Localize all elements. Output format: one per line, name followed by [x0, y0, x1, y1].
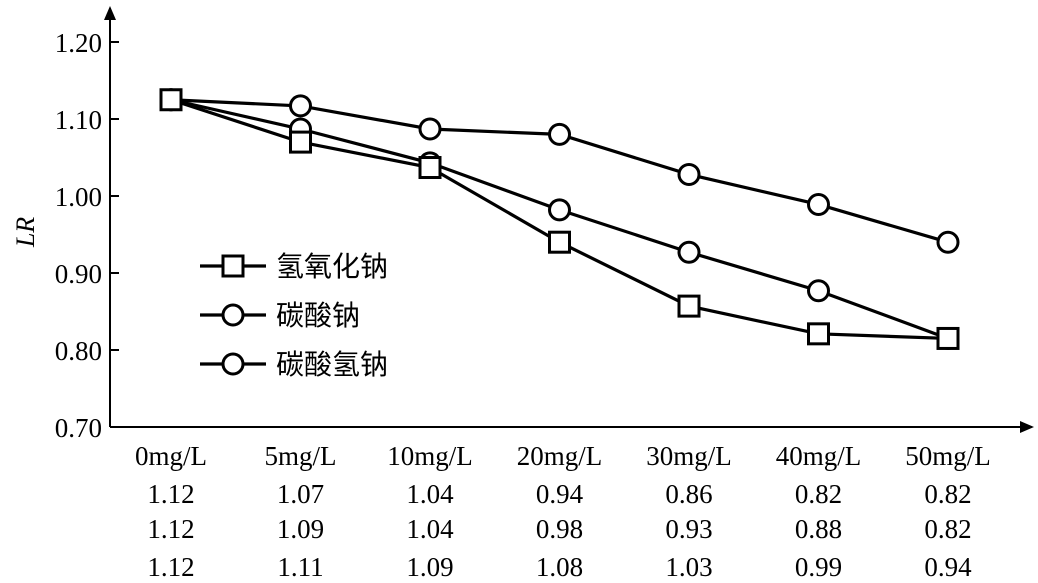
table-cell: 1.07 — [277, 479, 324, 509]
square-marker — [289, 130, 312, 154]
circle-marker — [548, 198, 571, 222]
table-row: 1.12 1.09 1.04 0.98 0.93 0.88 0.82 — [147, 514, 971, 544]
legend-item: 碳酸钠 — [200, 299, 360, 332]
series-3 — [159, 88, 960, 254]
table-cell: 0.99 — [795, 552, 842, 582]
legend-circle-marker — [221, 303, 245, 327]
x-tick-label: 40mg/L — [776, 441, 862, 471]
table-cell: 1.11 — [277, 552, 323, 582]
y-tick-label: 1.20 — [55, 28, 102, 58]
legend-circle-marker — [221, 352, 245, 376]
table-cell: 1.08 — [536, 552, 583, 582]
circle-marker — [548, 122, 571, 146]
table-row: 1.12 1.11 1.09 1.08 1.03 0.99 0.94 — [147, 552, 972, 582]
table-cell: 1.04 — [406, 479, 454, 509]
table-cell: 0.94 — [924, 552, 972, 582]
legend-label: 碳酸氢钠 — [276, 348, 388, 381]
circle-marker — [289, 94, 312, 118]
table-cell: 1.09 — [406, 552, 453, 582]
table-cell: 0.88 — [795, 514, 842, 544]
data-table: 1.12 1.07 1.04 0.94 0.86 0.82 0.82 1.12 1.09 1.04… — [147, 479, 972, 582]
square-marker — [936, 326, 960, 350]
legend-item: 氢氧化钠 — [200, 250, 388, 283]
legend-label: 氢氧化钠 — [276, 250, 388, 283]
x-tick-label: 10mg/L — [387, 441, 473, 471]
table-cell: 1.12 — [147, 514, 194, 544]
legend-item: 碳酸氢钠 — [200, 348, 388, 381]
circle-marker — [807, 279, 830, 303]
circle-marker — [936, 230, 960, 254]
circle-marker — [807, 192, 830, 216]
square-marker — [807, 322, 830, 346]
legend-square-marker — [221, 254, 245, 278]
table-cell: 1.03 — [665, 552, 712, 582]
table-cell: 0.98 — [536, 514, 583, 544]
table-cell: 0.93 — [665, 514, 712, 544]
x-tick-label: 50mg/L — [905, 441, 991, 471]
y-tick-label: 1.10 — [55, 105, 102, 135]
table-cell: 0.86 — [665, 479, 712, 509]
circle-marker — [418, 117, 442, 141]
table-row: 1.12 1.07 1.04 0.94 0.86 0.82 0.82 — [147, 479, 971, 509]
table-cell: 0.82 — [924, 479, 971, 509]
table-cell: 1.09 — [277, 514, 324, 544]
y-tick-label: 0.90 — [55, 259, 102, 289]
y-tick-label: 0.70 — [55, 413, 102, 443]
y-tick-label: 0.80 — [55, 336, 102, 366]
square-marker — [548, 230, 571, 254]
circle-marker — [677, 240, 701, 264]
table-cell: 1.12 — [147, 552, 194, 582]
x-tick-label: 30mg/L — [646, 441, 732, 471]
x-tick-label: 0mg/L — [135, 441, 207, 471]
table-cell: 1.04 — [406, 514, 454, 544]
series-1 — [159, 88, 960, 350]
square-marker — [677, 294, 701, 318]
x-tick-label: 5mg/L — [265, 441, 337, 471]
square-marker — [418, 156, 442, 180]
table-cell: 0.82 — [924, 514, 971, 544]
table-cell: 0.94 — [536, 479, 584, 509]
series-layer — [159, 88, 960, 350]
y-ticks: 0.70 0.80 0.90 1.00 1.10 1.20 — [55, 28, 119, 443]
square-marker — [159, 88, 183, 112]
table-cell: 1.12 — [147, 479, 194, 509]
y-axis-label: LR — [11, 217, 40, 248]
legend-label: 碳酸钠 — [276, 299, 360, 332]
circle-marker — [677, 162, 701, 186]
table-cell: 0.82 — [795, 479, 842, 509]
x-category-labels: 0mg/L 5mg/L 10mg/L 20mg/L 30mg/L 40mg/L 50mg/L — [135, 441, 991, 471]
x-tick-label: 20mg/L — [517, 441, 603, 471]
y-tick-label: 1.00 — [55, 182, 102, 212]
